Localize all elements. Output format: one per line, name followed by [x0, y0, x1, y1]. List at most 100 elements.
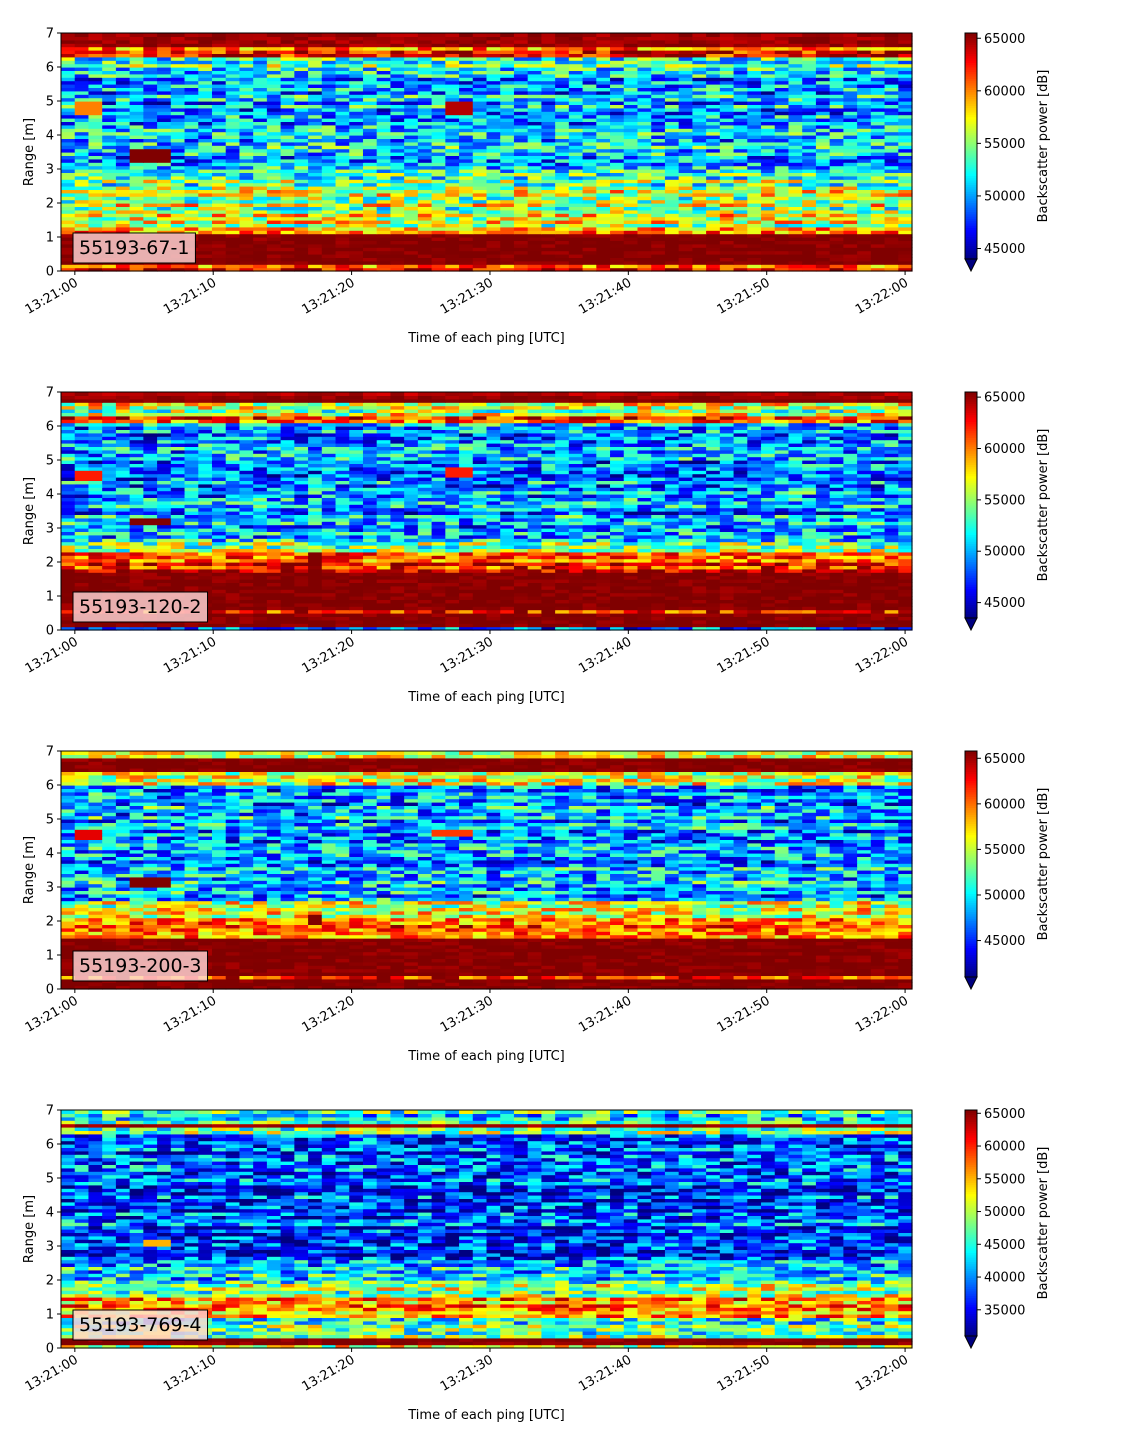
heat-cell: [349, 166, 363, 170]
heat-cell: [473, 176, 487, 180]
heat-cell: [734, 132, 748, 136]
heat-cell: [253, 227, 267, 231]
heat-cell: [596, 234, 610, 238]
heat-cell: [445, 159, 459, 163]
heat-cell: [377, 166, 391, 170]
heat-cell: [61, 159, 75, 163]
heat-cell: [336, 183, 350, 187]
heat-cell: [775, 193, 789, 197]
heat-cell: [239, 183, 253, 187]
heat-cell: [747, 183, 761, 187]
heat-cell: [198, 217, 212, 221]
heat-cell: [171, 159, 185, 163]
heat-cell: [734, 217, 748, 221]
heat-cell: [212, 193, 226, 197]
heat-cell: [761, 244, 775, 248]
heat-cell: [541, 183, 555, 187]
heat-cell: [487, 183, 501, 187]
heat-cell: [637, 234, 651, 238]
heat-cell: [555, 149, 569, 153]
heat-cell: [116, 217, 130, 221]
heat-cell: [212, 149, 226, 153]
heat-cell: [349, 149, 363, 153]
heat-cell: [116, 142, 130, 146]
heat-cell: [500, 159, 514, 163]
heat-cell: [432, 142, 446, 146]
heat-cell: [445, 227, 459, 231]
colorbar-tick-label: 55000: [984, 137, 1025, 152]
y-tick-label: 6: [46, 61, 54, 76]
heat-cell: [336, 251, 350, 255]
heat-cell: [116, 200, 130, 204]
heat-cell: [143, 176, 157, 180]
heat-cell: [418, 176, 432, 180]
heat-cell: [624, 227, 638, 231]
heat-cell: [596, 132, 610, 136]
heat-cell: [775, 149, 789, 153]
heat-cell: [734, 159, 748, 163]
heat-cell: [734, 234, 748, 238]
heat-cell: [651, 193, 665, 197]
heat-cell: [802, 166, 816, 170]
heat-cell: [500, 244, 514, 248]
heat-cell: [747, 217, 761, 221]
heat-cell: [541, 217, 555, 221]
heat-cell: [720, 149, 734, 153]
heat-cell: [569, 183, 583, 187]
heat-cell: [555, 166, 569, 170]
heat-cell: [253, 33, 267, 37]
heat-cell: [857, 227, 871, 231]
heat-cell: [322, 217, 336, 221]
heat-cell: [679, 200, 693, 204]
heat-cell: [418, 159, 432, 163]
heat-cell: [583, 142, 597, 146]
heat-cell: [624, 200, 638, 204]
heat-cell: [583, 200, 597, 204]
heat-cell: [843, 33, 857, 37]
heat-cell: [75, 183, 89, 187]
heat-cell: [514, 200, 528, 204]
heat-cell: [665, 264, 679, 268]
heat-cell: [843, 159, 857, 163]
heat-cell: [418, 132, 432, 136]
heat-cell: [514, 132, 528, 136]
heat-cell: [171, 227, 185, 231]
heat-cell: [267, 227, 281, 231]
heat-cell: [102, 200, 116, 204]
heat-cell: [294, 142, 308, 146]
heat-cell: [830, 166, 844, 170]
heat-cell: [706, 244, 720, 248]
heat-cell: [239, 227, 253, 231]
heat-cell: [610, 159, 624, 163]
heat-cell: [390, 149, 404, 153]
heat-cell: [802, 210, 816, 214]
heat-cell: [267, 142, 281, 146]
heat-cell: [143, 193, 157, 197]
heat-cell: [500, 193, 514, 197]
heat-cell: [390, 193, 404, 197]
heat-cell: [487, 149, 501, 153]
heat-cell: [596, 200, 610, 204]
heat-cell: [843, 234, 857, 238]
heat-cell: [253, 166, 267, 170]
heat-cell: [102, 264, 116, 268]
heat-cell: [445, 33, 459, 37]
heat-cell: [363, 244, 377, 248]
heat-cell: [459, 193, 473, 197]
heat-cell: [665, 244, 679, 248]
heat-cell: [253, 176, 267, 180]
heat-cell: [226, 234, 240, 238]
heat-cell: [130, 183, 144, 187]
heat-cell: [294, 132, 308, 136]
heat-cell: [843, 183, 857, 187]
heat-cell: [308, 251, 322, 255]
heat-cell: [459, 132, 473, 136]
heat-cell: [322, 142, 336, 146]
heat-cell: [294, 251, 308, 255]
heat-cell: [761, 149, 775, 153]
heat-cell: [281, 149, 295, 153]
heat-cell: [816, 244, 830, 248]
heat-cell: [198, 183, 212, 187]
heat-cell: [610, 176, 624, 180]
heat-cell: [294, 227, 308, 231]
